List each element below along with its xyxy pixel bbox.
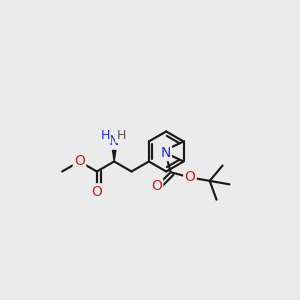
Text: O: O [184, 170, 195, 184]
Text: H: H [116, 129, 126, 142]
Text: N: N [109, 134, 119, 148]
Text: O: O [92, 184, 102, 199]
Text: O: O [74, 154, 85, 169]
Text: H: H [100, 129, 110, 142]
Text: N: N [160, 146, 171, 160]
Text: O: O [151, 179, 162, 194]
Polygon shape [111, 142, 117, 161]
